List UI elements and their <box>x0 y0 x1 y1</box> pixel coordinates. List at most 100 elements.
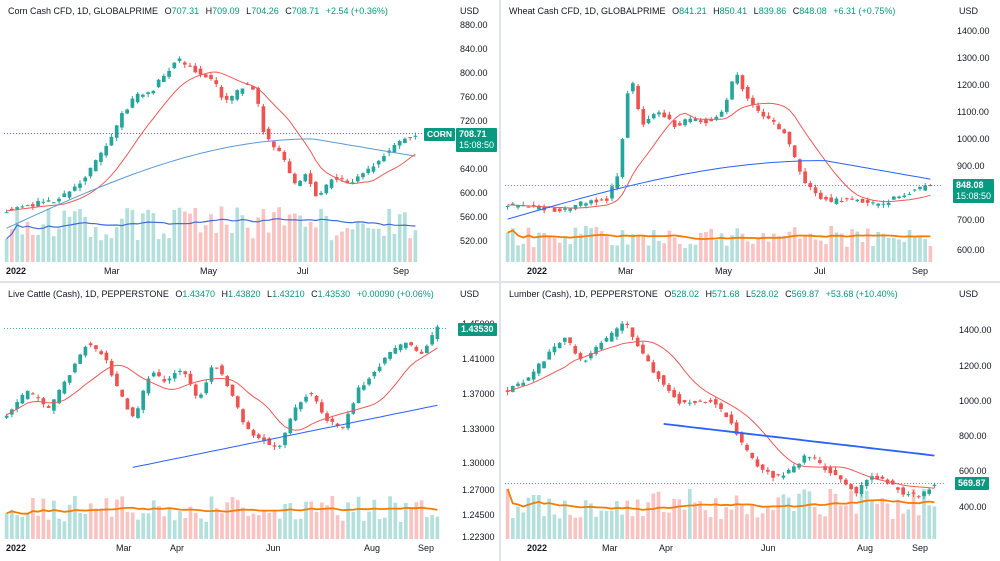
volume-bar <box>922 488 926 539</box>
candle-body <box>162 75 166 82</box>
x-axis-tick: Mar <box>104 266 120 276</box>
currency-label: USD <box>460 6 480 16</box>
last-price-tag: 848.08 15:08:50 <box>953 179 995 204</box>
volume-bar <box>151 500 156 539</box>
volume-bar <box>241 507 245 539</box>
x-axis-tick: Mar <box>116 543 132 553</box>
volume-bar <box>230 497 235 539</box>
candle-body <box>266 128 271 140</box>
candle-body <box>72 186 77 191</box>
candle-body <box>683 119 687 126</box>
candle-body <box>345 180 350 184</box>
candle-body <box>398 344 403 351</box>
y-axis-tick: 1200.00 <box>959 361 992 371</box>
candle-body <box>99 152 103 162</box>
candle-body <box>687 402 692 404</box>
chart-svg[interactable] <box>0 283 499 561</box>
candle-body <box>911 492 916 494</box>
volume-bar <box>781 494 786 539</box>
volume-bar <box>511 228 515 262</box>
chart-svg[interactable] <box>501 283 1000 561</box>
candle-body <box>667 384 671 391</box>
volume-bar <box>340 520 345 539</box>
volume-bar <box>505 488 510 539</box>
volume-bar <box>262 510 266 539</box>
candle-body <box>199 394 203 398</box>
volume-bar <box>787 231 792 262</box>
candle-body <box>818 460 822 463</box>
candle-body <box>511 203 515 205</box>
candle-body <box>578 353 583 360</box>
candle-body <box>547 351 552 360</box>
candle-body <box>277 147 281 151</box>
volume-bar <box>62 210 67 262</box>
candle-body <box>408 137 412 139</box>
volume-bar <box>594 227 599 262</box>
volume-ma-line <box>6 218 416 240</box>
volume-bar <box>235 500 240 539</box>
candle-body <box>615 328 619 337</box>
candle-body <box>94 345 98 350</box>
pane-divider-vertical[interactable] <box>499 0 501 561</box>
volume-bar <box>283 504 287 539</box>
candle-body <box>141 390 146 410</box>
sma-fast-line <box>6 71 416 212</box>
volume-bar <box>573 517 578 539</box>
panel-wheat[interactable]: Wheat Cash CFD, 1D, GLOBALPRIME O841.21 … <box>501 0 1000 281</box>
volume-bar <box>104 234 109 262</box>
y-axis-tick: 760.00 <box>460 92 488 102</box>
candle-body <box>526 377 531 381</box>
chart-svg[interactable] <box>501 0 1000 281</box>
volume-bar <box>93 227 98 262</box>
volume-bar <box>120 218 124 262</box>
volume-bar <box>698 501 703 539</box>
volume-bar <box>157 506 161 539</box>
volume-bar <box>719 233 724 262</box>
panel-cattle[interactable]: Live Cattle (Cash), 1D, PEPPERSTONE O1.4… <box>0 283 499 561</box>
volume-bar <box>849 491 853 539</box>
x-axis-tick: 2022 <box>6 543 27 553</box>
x-axis-tick: May <box>715 266 733 276</box>
sma-slow-line <box>6 138 416 229</box>
candle-body <box>928 185 933 187</box>
candle-body <box>537 363 541 374</box>
candle-body <box>214 80 219 85</box>
volume-bar <box>224 224 229 262</box>
candle-body <box>183 371 188 375</box>
candle-body <box>781 475 786 478</box>
volume-bar <box>792 511 796 539</box>
volume-bar <box>188 506 193 539</box>
volume-bar <box>583 500 588 539</box>
volume-bar <box>293 519 298 539</box>
candle-body <box>324 184 329 194</box>
candle-body <box>151 372 156 377</box>
candle-body <box>787 131 792 145</box>
candle-body <box>372 371 377 377</box>
volume-bar <box>388 496 392 539</box>
volume-bar <box>766 506 770 539</box>
candle-body <box>844 479 848 485</box>
y-axis-tick: 700.00 <box>957 215 985 225</box>
volume-bar <box>589 503 593 539</box>
chart-svg[interactable] <box>0 0 499 281</box>
volume-bar <box>72 211 77 262</box>
panel-corn[interactable]: Corn Cash CFD, 1D, GLOBALPRIME O707.31 H… <box>0 0 499 281</box>
candle-body <box>404 342 408 349</box>
y-axis-tick: 1.37000 <box>462 389 495 399</box>
volume-bar <box>303 226 308 262</box>
candle-body <box>672 389 676 398</box>
volume-bar <box>870 500 874 539</box>
volume-bar <box>225 502 230 539</box>
candle-body <box>860 198 865 203</box>
volume-bar <box>573 227 578 262</box>
volume-bar <box>907 230 912 262</box>
candle-body <box>15 402 19 409</box>
pane-divider-horizontal[interactable] <box>0 281 1000 283</box>
y-axis-tick: 1.22300 <box>462 532 495 542</box>
candle-body <box>678 123 682 126</box>
volume-bar <box>67 504 72 539</box>
y-axis-tick: 1.33000 <box>462 424 495 434</box>
volume-bar <box>319 208 323 262</box>
candle-body <box>277 445 282 447</box>
panel-lumber[interactable]: Lumber (Cash), 1D, PEPPERSTONE O528.02 H… <box>501 283 1000 561</box>
